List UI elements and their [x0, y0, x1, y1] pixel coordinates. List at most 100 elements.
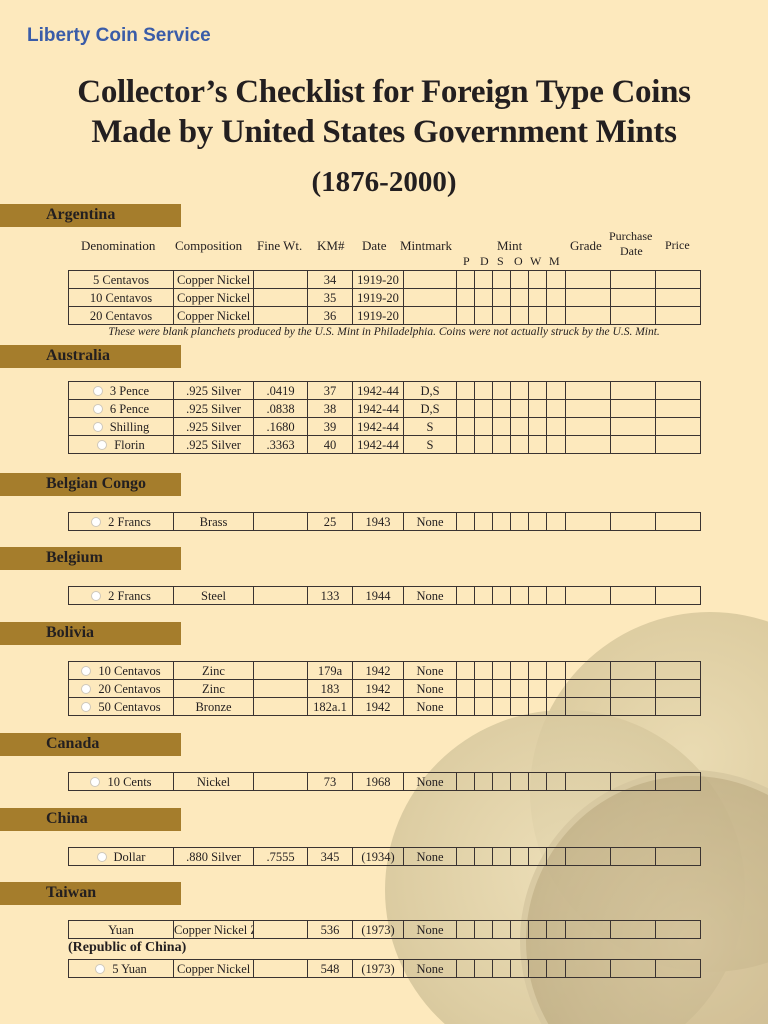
- checkbox-radio[interactable]: [95, 963, 106, 974]
- mint-cell-p[interactable]: [456, 586, 475, 605]
- mint-cell-p[interactable]: [456, 959, 475, 978]
- mint-cell-s: [492, 679, 511, 698]
- km-number: 39: [307, 417, 353, 436]
- km-number: 182a.1: [307, 697, 353, 716]
- price-cell[interactable]: [655, 512, 701, 531]
- mint-cell-s[interactable]: [492, 381, 511, 400]
- page-title: Collector’s Checklist for Foreign Type C…: [0, 72, 768, 152]
- checkbox-radio[interactable]: [92, 421, 103, 432]
- grade-cell[interactable]: [565, 270, 611, 289]
- mint-cell-d: [474, 661, 493, 680]
- grade-cell[interactable]: [565, 586, 611, 605]
- mint-cell-p[interactable]: [456, 920, 475, 939]
- checkbox-radio[interactable]: [91, 590, 102, 601]
- price-cell[interactable]: [655, 381, 701, 400]
- checkbox-radio[interactable]: [81, 683, 92, 694]
- grade-cell[interactable]: [565, 847, 611, 866]
- grade-cell[interactable]: [565, 435, 611, 454]
- mint-cell-s[interactable]: [492, 435, 511, 454]
- mint-cell-s[interactable]: [492, 417, 511, 436]
- coin-table-canada: 10 Cents Nickel 73 1968 None: [68, 772, 701, 791]
- checkbox-radio[interactable]: [81, 701, 92, 712]
- purchase-date-cell[interactable]: [610, 417, 656, 436]
- argentina-footnote: These were blank planchets produced by t…: [108, 326, 660, 338]
- mint-cell-d[interactable]: [474, 399, 493, 418]
- price-cell[interactable]: [655, 847, 701, 866]
- price-cell[interactable]: [655, 399, 701, 418]
- purchase-date-cell[interactable]: [610, 959, 656, 978]
- mint-cell-o: [510, 920, 529, 939]
- grade-cell[interactable]: [565, 288, 611, 307]
- purchase-date-cell[interactable]: [610, 512, 656, 531]
- table-row: 2 Francs Brass 25 1943 None: [68, 512, 701, 531]
- mint-cell-s[interactable]: [492, 847, 511, 866]
- price-cell[interactable]: [655, 697, 701, 716]
- coin-table-argentina: 5 Centavos Copper Nickel 34 1919-20 10 C…: [68, 270, 701, 325]
- mint-cell-p[interactable]: [456, 512, 475, 531]
- grade-cell[interactable]: [565, 399, 611, 418]
- price-cell[interactable]: [655, 306, 701, 325]
- purchase-date-cell[interactable]: [610, 772, 656, 791]
- purchase-date-cell[interactable]: [610, 679, 656, 698]
- checkbox-radio[interactable]: [97, 439, 108, 450]
- price-cell[interactable]: [655, 679, 701, 698]
- grade-cell[interactable]: [565, 381, 611, 400]
- denomination-cell: Dollar: [68, 847, 174, 866]
- purchase-date-cell[interactable]: [610, 697, 656, 716]
- purchase-date-cell[interactable]: [610, 288, 656, 307]
- denomination-cell: 20 Centavos: [68, 679, 174, 698]
- purchase-date-cell[interactable]: [610, 586, 656, 605]
- denomination: Dollar: [113, 849, 146, 864]
- purchase-date-cell[interactable]: [610, 435, 656, 454]
- purchase-date-cell[interactable]: [610, 270, 656, 289]
- purchase-date-cell[interactable]: [610, 381, 656, 400]
- price-cell[interactable]: [655, 586, 701, 605]
- grade-cell[interactable]: [565, 306, 611, 325]
- grade-cell[interactable]: [565, 679, 611, 698]
- checkbox-radio[interactable]: [92, 403, 103, 414]
- mintmark: None: [403, 586, 457, 605]
- price-cell[interactable]: [655, 288, 701, 307]
- price-cell[interactable]: [655, 661, 701, 680]
- mint-cell-p[interactable]: [456, 772, 475, 791]
- purchase-date-cell[interactable]: [610, 920, 656, 939]
- price-cell[interactable]: [655, 270, 701, 289]
- table-row: Yuan Copper Nickel Zinc 536 (1973) None: [68, 920, 701, 939]
- grade-cell[interactable]: [565, 661, 611, 680]
- mint-cell-w: [528, 661, 547, 680]
- mint-cell-d[interactable]: [474, 847, 493, 866]
- fine-wt: [253, 586, 308, 605]
- grade-cell[interactable]: [565, 920, 611, 939]
- mint-cell-d[interactable]: [474, 381, 493, 400]
- checkbox-radio[interactable]: [90, 776, 101, 787]
- price-cell[interactable]: [655, 772, 701, 791]
- fine-wt: [253, 697, 308, 716]
- price-cell[interactable]: [655, 959, 701, 978]
- price-cell[interactable]: [655, 417, 701, 436]
- mint-cell-p[interactable]: [456, 661, 475, 680]
- purchase-date-cell[interactable]: [610, 847, 656, 866]
- grade-cell[interactable]: [565, 697, 611, 716]
- date: 1942-44: [352, 435, 404, 454]
- checkbox-radio[interactable]: [92, 385, 103, 396]
- checkbox-radio[interactable]: [81, 665, 92, 676]
- purchase-date-cell[interactable]: [610, 661, 656, 680]
- checkbox-radio[interactable]: [91, 516, 102, 527]
- purchase-date-cell[interactable]: [610, 306, 656, 325]
- grade-cell[interactable]: [565, 417, 611, 436]
- coin-table-taiwan-5-yuan: 5 Yuan Copper Nickel 548 (1973) None: [68, 959, 701, 978]
- mint-cell-m: [546, 586, 566, 605]
- grade-cell[interactable]: [565, 959, 611, 978]
- mint-cell-p: [456, 435, 475, 454]
- grade-cell[interactable]: [565, 772, 611, 791]
- mint-cell-p[interactable]: [456, 679, 475, 698]
- mint-cell-p[interactable]: [456, 847, 475, 866]
- price-cell[interactable]: [655, 435, 701, 454]
- grade-cell[interactable]: [565, 512, 611, 531]
- mint-cell-s[interactable]: [492, 399, 511, 418]
- mint-cell-p[interactable]: [456, 697, 475, 716]
- mint-cell-s: [492, 697, 511, 716]
- price-cell[interactable]: [655, 920, 701, 939]
- purchase-date-cell[interactable]: [610, 399, 656, 418]
- checkbox-radio[interactable]: [96, 851, 107, 862]
